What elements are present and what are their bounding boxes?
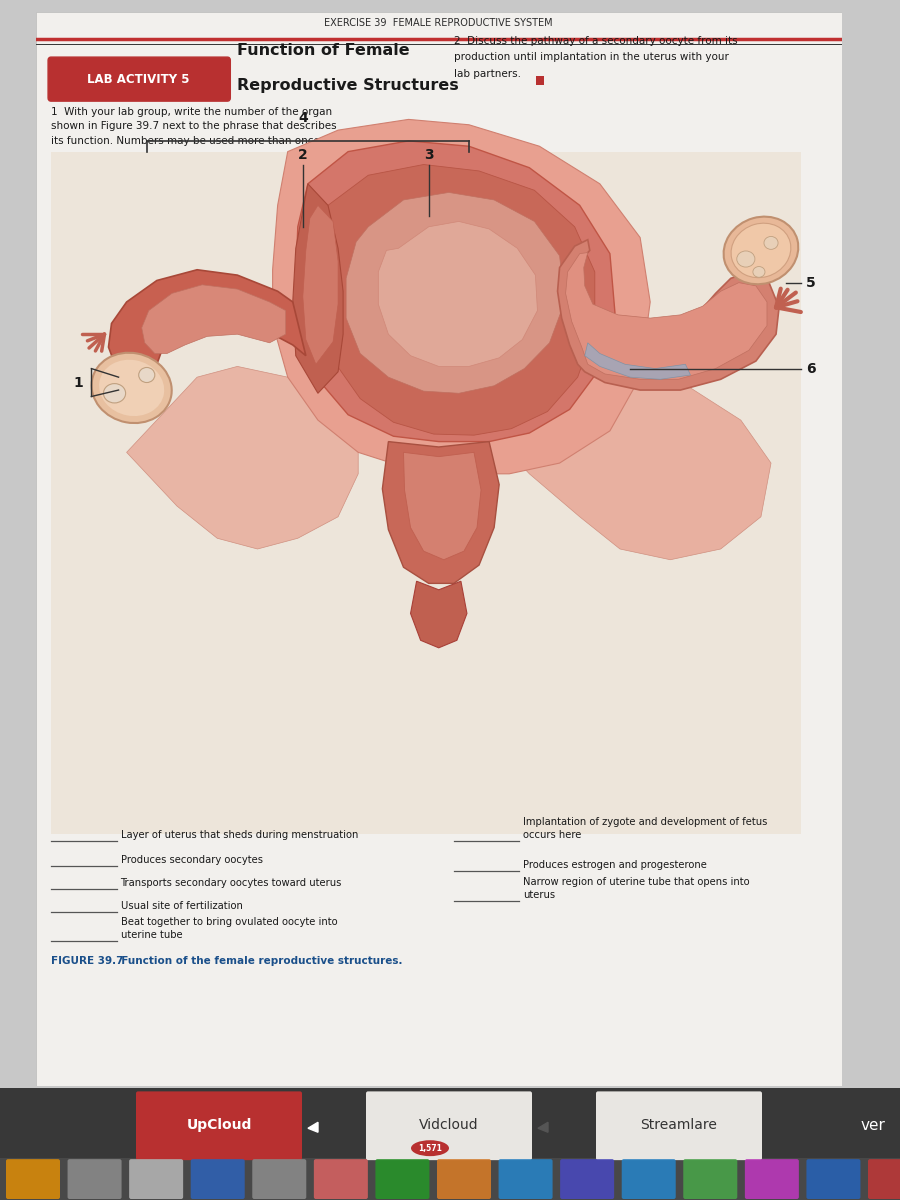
Text: Usual site of fertilization: Usual site of fertilization bbox=[121, 901, 242, 911]
Text: Produces secondary oocytes: Produces secondary oocytes bbox=[121, 854, 263, 865]
FancyBboxPatch shape bbox=[437, 1159, 491, 1199]
Polygon shape bbox=[292, 184, 343, 394]
Text: Produces estrogen and progesterone: Produces estrogen and progesterone bbox=[523, 860, 707, 870]
FancyBboxPatch shape bbox=[375, 1159, 429, 1199]
Polygon shape bbox=[296, 140, 615, 442]
Polygon shape bbox=[410, 581, 467, 648]
FancyBboxPatch shape bbox=[51, 151, 801, 834]
Text: lab partners.: lab partners. bbox=[454, 68, 521, 78]
Text: 2: 2 bbox=[298, 149, 308, 162]
Text: 1,571: 1,571 bbox=[418, 1144, 442, 1153]
Text: UpCloud: UpCloud bbox=[186, 1118, 252, 1133]
Text: ver: ver bbox=[860, 1117, 885, 1133]
Text: Streamlare: Streamlare bbox=[641, 1118, 717, 1133]
Polygon shape bbox=[127, 366, 358, 550]
FancyBboxPatch shape bbox=[0, 1088, 900, 1200]
Polygon shape bbox=[558, 240, 779, 390]
Text: Function of Female: Function of Female bbox=[238, 43, 410, 58]
Polygon shape bbox=[346, 192, 564, 394]
Text: Implantation of zygote and development of fetus
occurs here: Implantation of zygote and development o… bbox=[523, 817, 768, 840]
Polygon shape bbox=[489, 355, 771, 559]
Polygon shape bbox=[565, 252, 767, 379]
Polygon shape bbox=[302, 205, 338, 365]
FancyBboxPatch shape bbox=[806, 1159, 860, 1199]
Polygon shape bbox=[308, 1122, 318, 1133]
Ellipse shape bbox=[724, 217, 798, 284]
FancyBboxPatch shape bbox=[129, 1159, 183, 1199]
FancyBboxPatch shape bbox=[0, 1158, 900, 1200]
Polygon shape bbox=[273, 120, 650, 474]
FancyBboxPatch shape bbox=[191, 1159, 245, 1199]
Ellipse shape bbox=[104, 384, 126, 403]
Ellipse shape bbox=[99, 360, 164, 416]
Polygon shape bbox=[378, 222, 537, 366]
Polygon shape bbox=[141, 284, 285, 354]
FancyBboxPatch shape bbox=[560, 1159, 614, 1199]
Text: Reproductive Structures: Reproductive Structures bbox=[238, 78, 459, 92]
FancyBboxPatch shape bbox=[499, 1159, 553, 1199]
Polygon shape bbox=[403, 452, 481, 559]
FancyBboxPatch shape bbox=[6, 1159, 60, 1199]
Polygon shape bbox=[320, 164, 595, 436]
Polygon shape bbox=[585, 343, 690, 379]
FancyBboxPatch shape bbox=[68, 1159, 122, 1199]
FancyBboxPatch shape bbox=[868, 1159, 900, 1199]
Text: 1  With your lab group, write the number of the organ
shown in Figure 39.7 next : 1 With your lab group, write the number … bbox=[51, 107, 337, 146]
Text: 2  Discuss the pathway of a secondary oocyte from its: 2 Discuss the pathway of a secondary ooc… bbox=[454, 36, 737, 47]
Text: EXERCISE 39  FEMALE REPRODUCTIVE SYSTEM: EXERCISE 39 FEMALE REPRODUCTIVE SYSTEM bbox=[324, 18, 554, 28]
Ellipse shape bbox=[411, 1140, 449, 1156]
Text: 1: 1 bbox=[74, 376, 83, 390]
Ellipse shape bbox=[139, 367, 155, 383]
FancyBboxPatch shape bbox=[536, 77, 544, 85]
Ellipse shape bbox=[731, 223, 791, 277]
Text: production until implantation in the uterus with your: production until implantation in the ute… bbox=[454, 53, 729, 62]
Ellipse shape bbox=[753, 266, 765, 277]
FancyBboxPatch shape bbox=[314, 1159, 368, 1199]
Text: LAB ACTIVITY 5: LAB ACTIVITY 5 bbox=[87, 73, 190, 86]
Text: 6: 6 bbox=[806, 361, 816, 376]
FancyBboxPatch shape bbox=[48, 58, 230, 101]
FancyBboxPatch shape bbox=[366, 1091, 532, 1160]
Text: Narrow region of uterine tube that opens into
uterus: Narrow region of uterine tube that opens… bbox=[523, 877, 750, 900]
Text: Function of the female reproductive structures.: Function of the female reproductive stru… bbox=[113, 955, 402, 966]
FancyBboxPatch shape bbox=[136, 1091, 302, 1160]
FancyBboxPatch shape bbox=[596, 1091, 762, 1160]
Text: Transports secondary oocytes toward uterus: Transports secondary oocytes toward uter… bbox=[121, 878, 342, 888]
FancyBboxPatch shape bbox=[745, 1159, 799, 1199]
Ellipse shape bbox=[737, 251, 755, 268]
Text: 3: 3 bbox=[424, 149, 434, 162]
Text: FIGURE 39.7: FIGURE 39.7 bbox=[51, 955, 123, 966]
Ellipse shape bbox=[92, 353, 172, 424]
Ellipse shape bbox=[764, 236, 778, 250]
Text: 5: 5 bbox=[806, 276, 816, 289]
FancyBboxPatch shape bbox=[622, 1159, 676, 1199]
Text: Beat together to bring ovulated oocyte into
uterine tube: Beat together to bring ovulated oocyte i… bbox=[121, 917, 338, 940]
Polygon shape bbox=[109, 270, 306, 383]
FancyBboxPatch shape bbox=[252, 1159, 306, 1199]
Text: Layer of uterus that sheds during menstruation: Layer of uterus that sheds during menstr… bbox=[121, 830, 358, 840]
FancyBboxPatch shape bbox=[36, 12, 842, 1086]
FancyBboxPatch shape bbox=[683, 1159, 737, 1199]
Text: Vidcloud: Vidcloud bbox=[419, 1118, 479, 1133]
Text: 4: 4 bbox=[298, 110, 308, 125]
Polygon shape bbox=[538, 1122, 548, 1133]
Polygon shape bbox=[382, 442, 500, 583]
